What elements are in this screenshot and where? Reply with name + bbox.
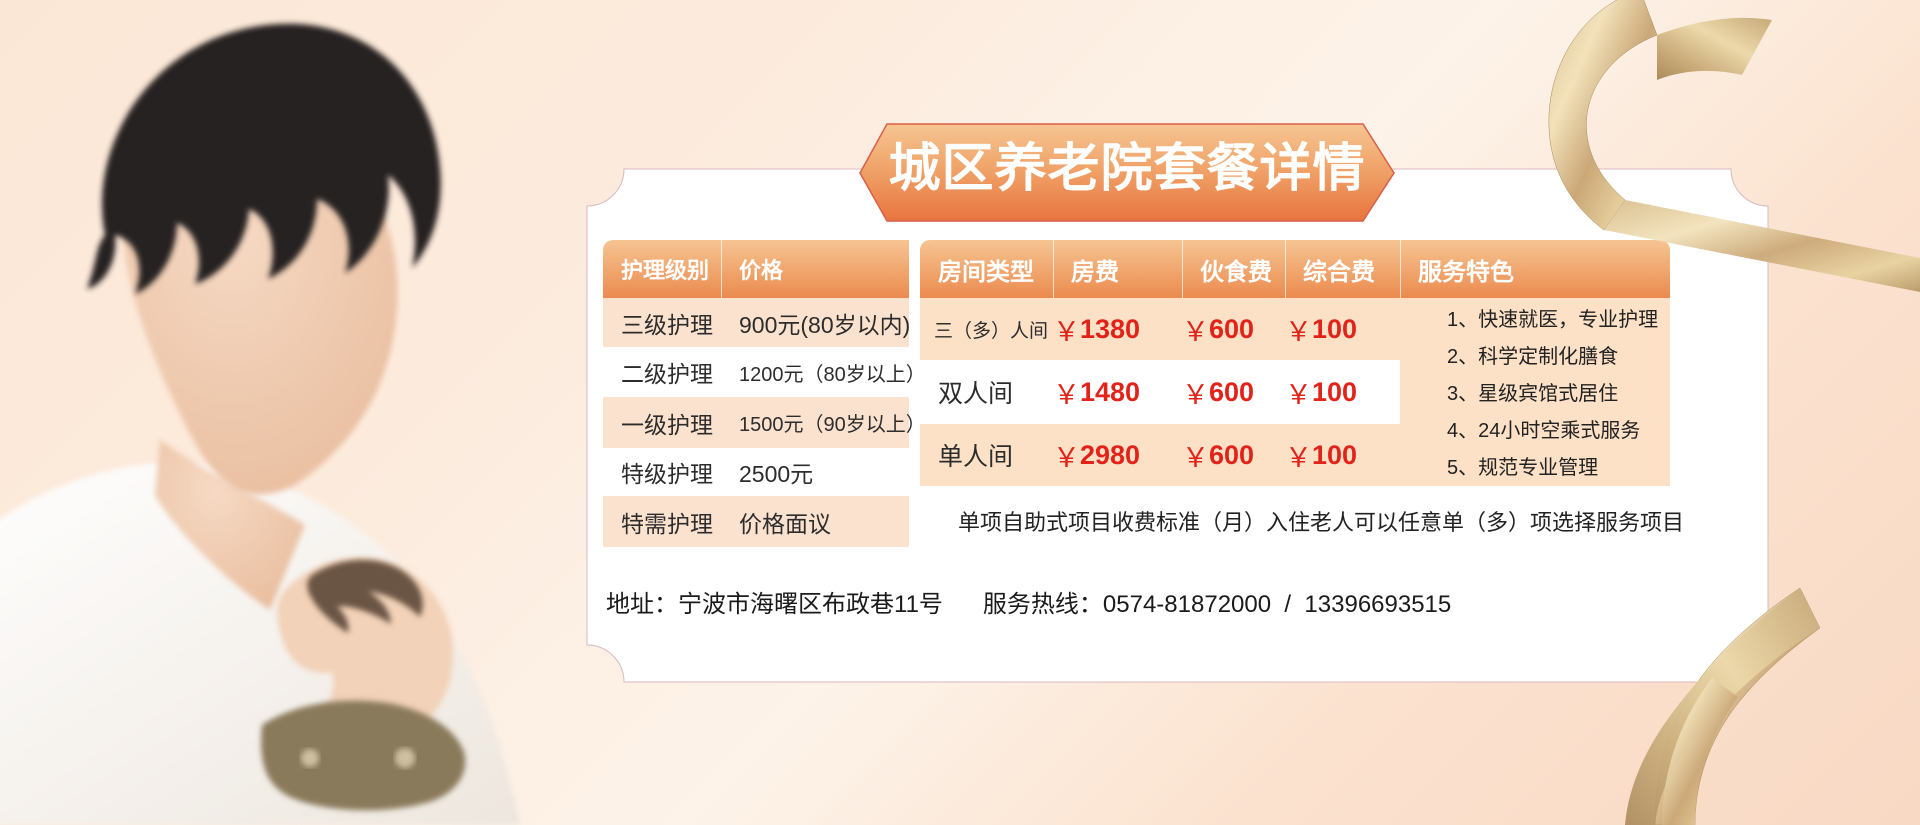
svg-text:城区养老院套餐详情: 城区养老院套餐详情 [888, 140, 1365, 198]
